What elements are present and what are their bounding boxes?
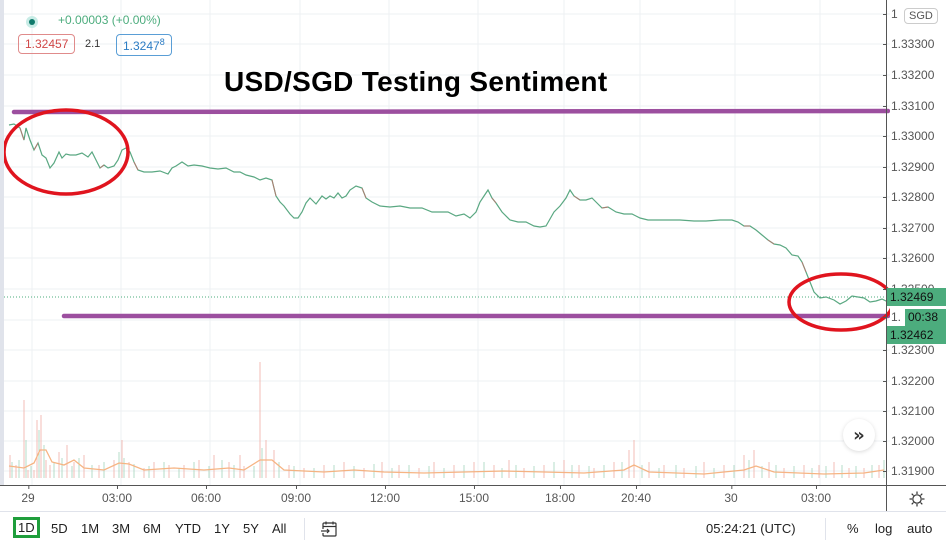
price-tick: 1.32100 [882, 404, 935, 418]
percent-scale-toggle[interactable]: % [847, 521, 859, 536]
price-tick: 1.31900 [882, 464, 935, 478]
price-tick: 1.32800 [882, 190, 935, 204]
range-button-1m[interactable]: 1M [81, 521, 100, 536]
price-tick: 1.33200 [882, 68, 935, 82]
chart-title: USD/SGD Testing Sentiment [224, 66, 608, 97]
resistance-line [11, 108, 890, 115]
volume-histogram [8, 362, 885, 478]
bottom-toolbar: 1D 5D 1M 3M 6M YTD 1Y 5Y All 05:24:21 (U… [0, 511, 946, 545]
utc-clock[interactable]: 05:24:21 (UTC) [706, 521, 796, 536]
price-line [8, 123, 889, 305]
time-tick: 20:40 [620, 485, 652, 505]
go-to-date-button[interactable] [320, 521, 338, 541]
price-tick: 1.32000 [882, 434, 935, 448]
price-tick-partial: 1. [883, 310, 905, 324]
time-tick: 12:00 [369, 485, 401, 505]
range-button-3m[interactable]: 3M [112, 521, 131, 536]
price-tick: 1.32900 [882, 160, 935, 174]
ask-price-pip: 8 [159, 37, 165, 47]
price-tick: 1.32200 [882, 374, 935, 388]
time-axis[interactable]: 29 03:00 06:00 09:00 12:00 15:00 18:00 2… [0, 485, 886, 511]
time-tick: 29 [21, 485, 35, 505]
grid [4, 0, 890, 485]
auto-scale-toggle[interactable]: auto [907, 521, 933, 536]
market-status-icon [26, 16, 38, 28]
time-tick: 30 [724, 485, 738, 505]
time-tick: 06:00 [190, 485, 222, 505]
range-button-1y[interactable]: 1Y [214, 521, 230, 536]
bar-countdown: 00:38 [905, 309, 946, 326]
time-tick: 03:00 [101, 485, 133, 505]
range-button-6m[interactable]: 6M [143, 521, 162, 536]
toolbar-divider [304, 518, 305, 540]
double-chevron-right-icon: » [853, 424, 865, 446]
calendar-arrow-icon [320, 521, 337, 537]
range-button-5y[interactable]: 5Y [243, 521, 259, 536]
chart-pane[interactable]: +0.00003 (+0.00%) 1.32457 2.1 1.32478 US… [0, 0, 890, 485]
gear-icon [909, 491, 924, 506]
price-chart-svg[interactable] [4, 0, 890, 485]
ask-price-main: 1.3247 [123, 39, 160, 53]
price-tick: 1.33300 [882, 37, 935, 51]
last-price-label: 1.32469 [887, 288, 946, 306]
price-tick: 1.32600 [882, 251, 935, 265]
range-button-all[interactable]: All [272, 521, 287, 536]
highlight-circle-right [787, 272, 890, 332]
price-axis[interactable]: 1 SGD 1.33300 1.33200 1.33100 1.33000 1.… [882, 0, 946, 485]
price-tick: 1.32300 [882, 343, 935, 357]
toolbar-divider [825, 518, 826, 540]
spread-value: 2.1 [85, 38, 101, 50]
price-tick: 1.32700 [882, 221, 935, 235]
range-button-ytd[interactable]: YTD [175, 521, 201, 536]
range-button-5d[interactable]: 5D [51, 521, 68, 536]
time-tick: 03:00 [800, 485, 832, 505]
buy-price-button[interactable]: 1.32478 [116, 34, 172, 56]
log-scale-toggle[interactable]: log [875, 521, 893, 536]
currency-badge[interactable]: SGD [904, 8, 938, 24]
range-button-1d[interactable]: 1D [13, 517, 40, 538]
sell-price-button[interactable]: 1.32457 [18, 34, 76, 54]
highlight-circle-left [4, 108, 130, 196]
chart-settings-button[interactable] [886, 485, 946, 511]
price-tick: 1.33100 [882, 99, 935, 113]
bid-price-label: 1.32462 [887, 326, 946, 344]
time-tick: 09:00 [280, 485, 312, 505]
price-tick-partial: 1 [883, 7, 898, 21]
price-tick: 1.33000 [882, 129, 935, 143]
scroll-to-realtime-button[interactable]: » [843, 419, 875, 451]
price-change: +0.00003 (+0.00%) [58, 13, 161, 27]
time-tick: 15:00 [458, 485, 490, 505]
time-tick: 18:00 [544, 485, 576, 505]
